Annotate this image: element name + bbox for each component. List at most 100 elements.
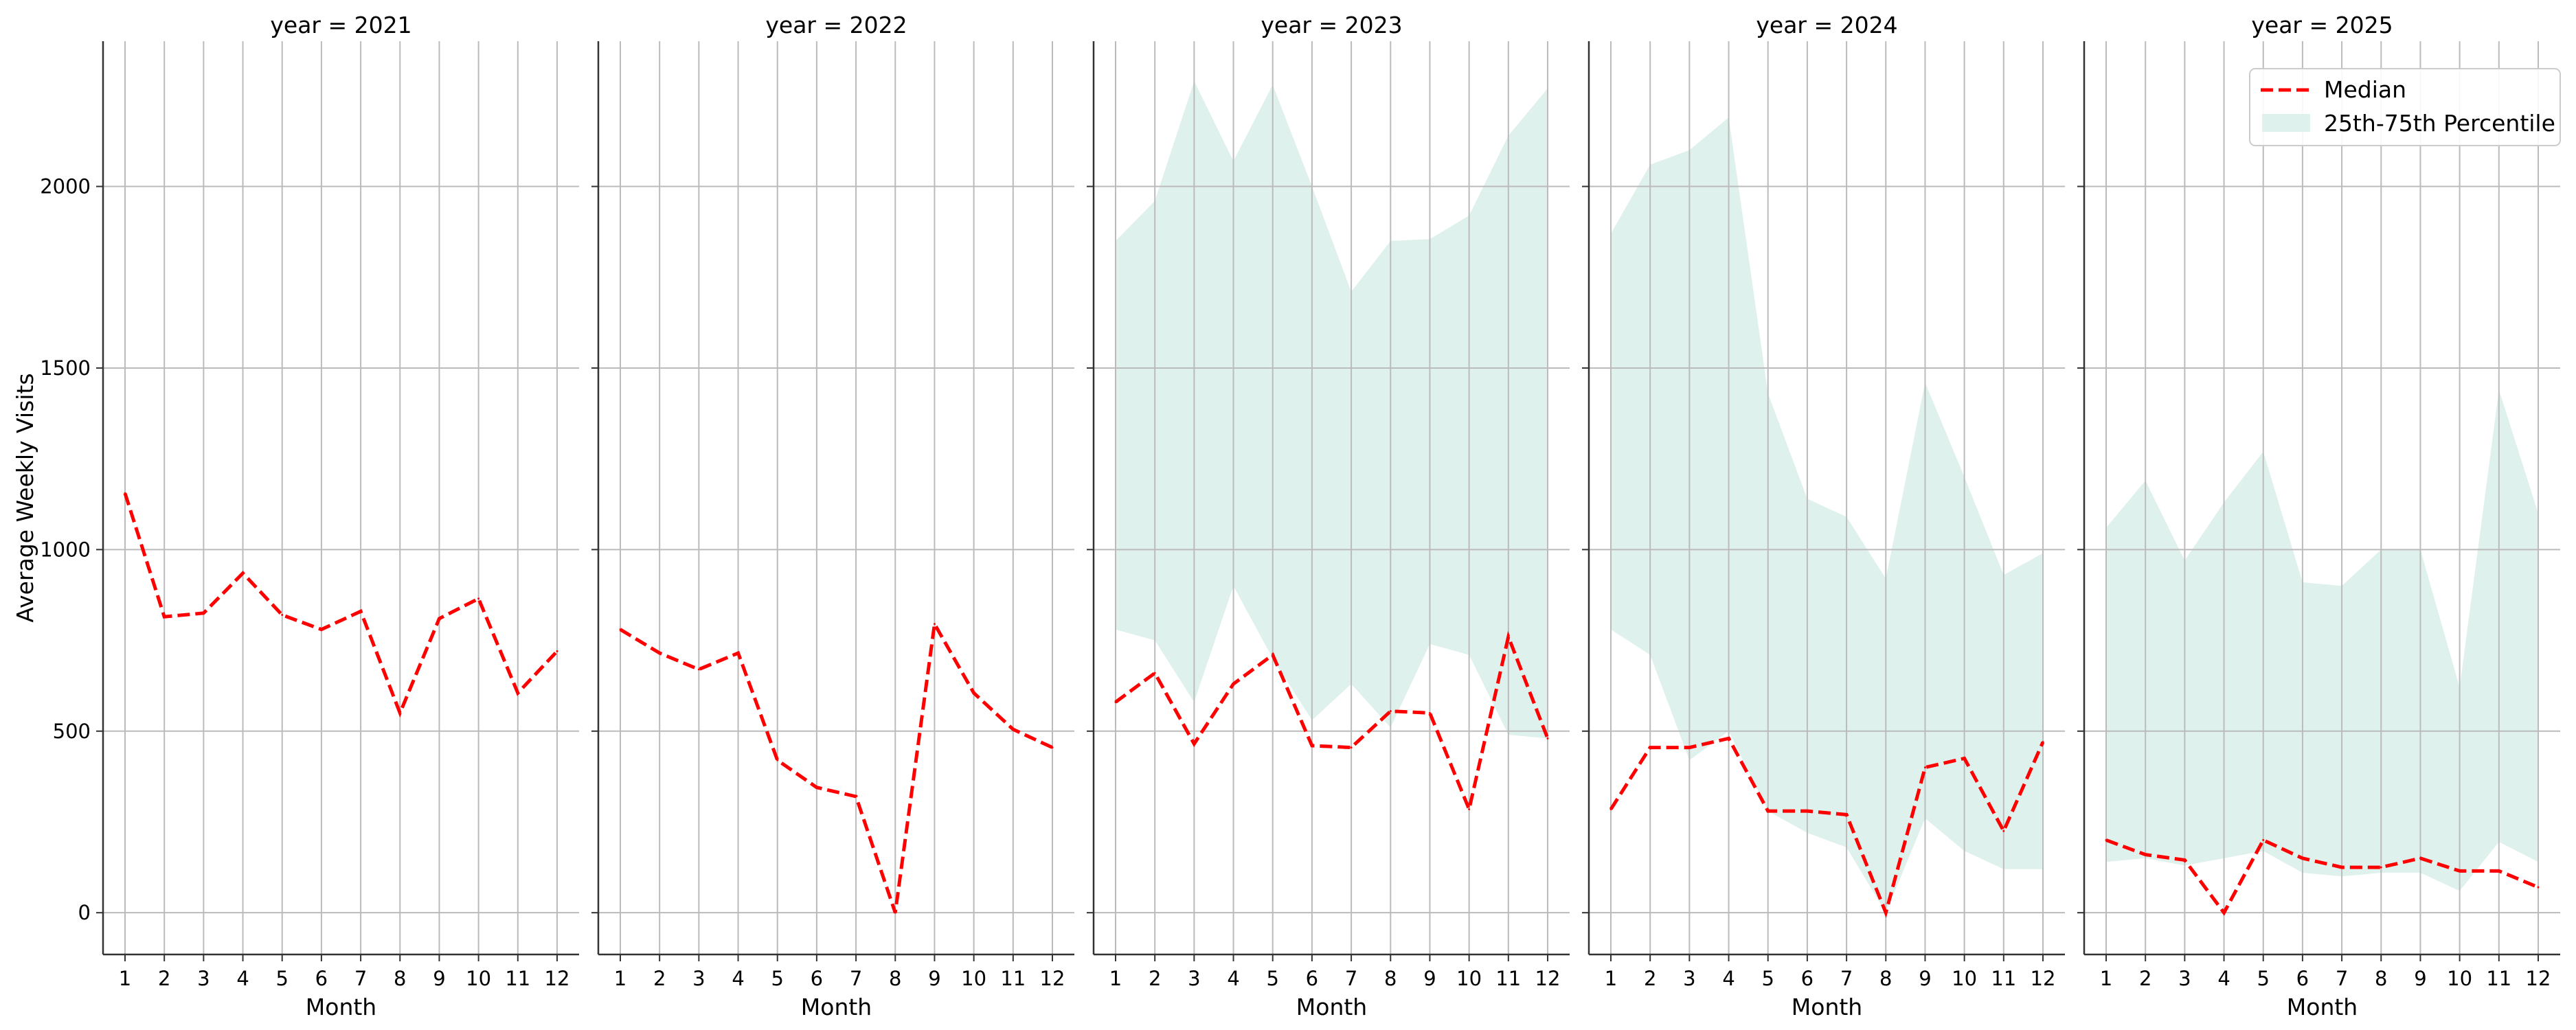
facet-title: year = 2023 [1261,12,1402,38]
median-point [1923,766,1926,769]
median-point [1272,654,1274,656]
median-point [737,652,740,654]
x-tick-label: 4 [1227,967,1239,990]
x-tick-label: 12 [1535,967,1561,990]
median-point [973,691,975,694]
median-point [1806,810,1809,812]
y-tick-label: 1500 [40,356,91,380]
median-point [202,612,205,615]
median-line [1114,630,1550,815]
median-point [2459,869,2461,872]
median-point [1728,737,1730,740]
x-tick-label: 9 [433,967,445,990]
median-line [2105,838,2539,916]
x-tick-label: 2 [2139,967,2151,990]
x-tick-label: 7 [2336,967,2348,990]
x-tick-label: 8 [889,967,901,990]
median-point [1350,746,1353,749]
x-tick-label: 5 [1267,967,1279,990]
y-axis-title: Average Weekly Visits [12,373,38,622]
median-point [2002,829,2005,832]
x-tick-label: 11 [1000,967,1026,990]
x-tick-label: 3 [692,967,705,990]
x-tick-label: 7 [354,967,367,990]
median-point [2380,866,2382,869]
median-point [1193,742,1195,745]
x-tick-label: 7 [1345,967,1357,990]
median-point [1428,711,1431,714]
legend-label-median: Median [2324,76,2406,103]
percentile-band [2106,389,2538,891]
facet-title: year = 2021 [270,12,411,38]
x-tick-label: 7 [1840,967,1853,990]
x-tick-label: 5 [2257,967,2270,990]
median-point [658,652,661,654]
median-point [2498,869,2500,872]
y-tick-label: 0 [78,901,91,924]
median-point [855,795,857,798]
median-point [1688,746,1691,749]
median-point [2340,866,2343,869]
x-tick-label: 6 [1306,967,1318,990]
y-tick-label: 500 [53,720,91,743]
x-tick-label: 8 [394,967,406,990]
x-tick-label: 2 [1149,967,1161,990]
legend-box [2249,68,2561,146]
median-point [1311,744,1313,747]
facet-title: year = 2022 [765,12,907,38]
median-point [815,786,818,789]
x-tick-label: 12 [1040,967,1065,990]
median-point [2537,886,2540,889]
y-tick-label: 2000 [40,175,91,198]
median-line [1609,736,2045,919]
x-tick-label: 6 [1801,967,1814,990]
x-tick-label: 6 [2296,967,2309,990]
median-point [163,615,166,618]
median-point [894,911,896,914]
x-tick-label: 3 [2178,967,2191,990]
median-point [477,597,480,600]
median-point [2301,857,2304,860]
x-tick-label: 2 [158,967,170,990]
x-tick-label: 12 [545,967,570,990]
x-tick-label: 10 [2447,967,2472,990]
x-tick-label: 2 [653,967,666,990]
median-point [1389,710,1392,713]
median-point [1845,813,1848,816]
x-tick-label: 11 [1495,967,1521,990]
legend-band-swatch [2262,114,2310,132]
x-tick-label: 1 [2100,967,2112,990]
x-axis-title: Month [801,994,872,1020]
median-point [1546,737,1549,740]
median-point [1884,911,1887,914]
median-point [1507,635,1510,638]
median-point [2419,857,2421,860]
x-tick-label: 1 [1109,967,1122,990]
x-tick-label: 4 [1722,967,1735,990]
x-tick-label: 5 [1762,967,1774,990]
facet-title: year = 2024 [1756,12,1897,38]
x-tick-label: 10 [961,967,986,990]
x-tick-label: 4 [732,967,744,990]
median-point [124,492,126,494]
x-tick-label: 11 [2486,967,2511,990]
median-point [1963,757,1966,759]
median-point [556,650,558,652]
x-tick-label: 12 [2031,967,2056,990]
x-tick-label: 2 [1644,967,1656,990]
median-line [619,619,1054,913]
x-tick-label: 7 [850,967,862,990]
x-tick-label: 9 [928,967,940,990]
x-tick-label: 11 [505,967,530,990]
median-point [517,691,519,694]
median-point [2042,741,2044,744]
facet-title: year = 2025 [2251,12,2393,38]
x-tick-label: 1 [119,967,131,990]
x-tick-label: 9 [1423,967,1436,990]
percentile-band [1611,117,2043,913]
median-point [2223,911,2226,914]
